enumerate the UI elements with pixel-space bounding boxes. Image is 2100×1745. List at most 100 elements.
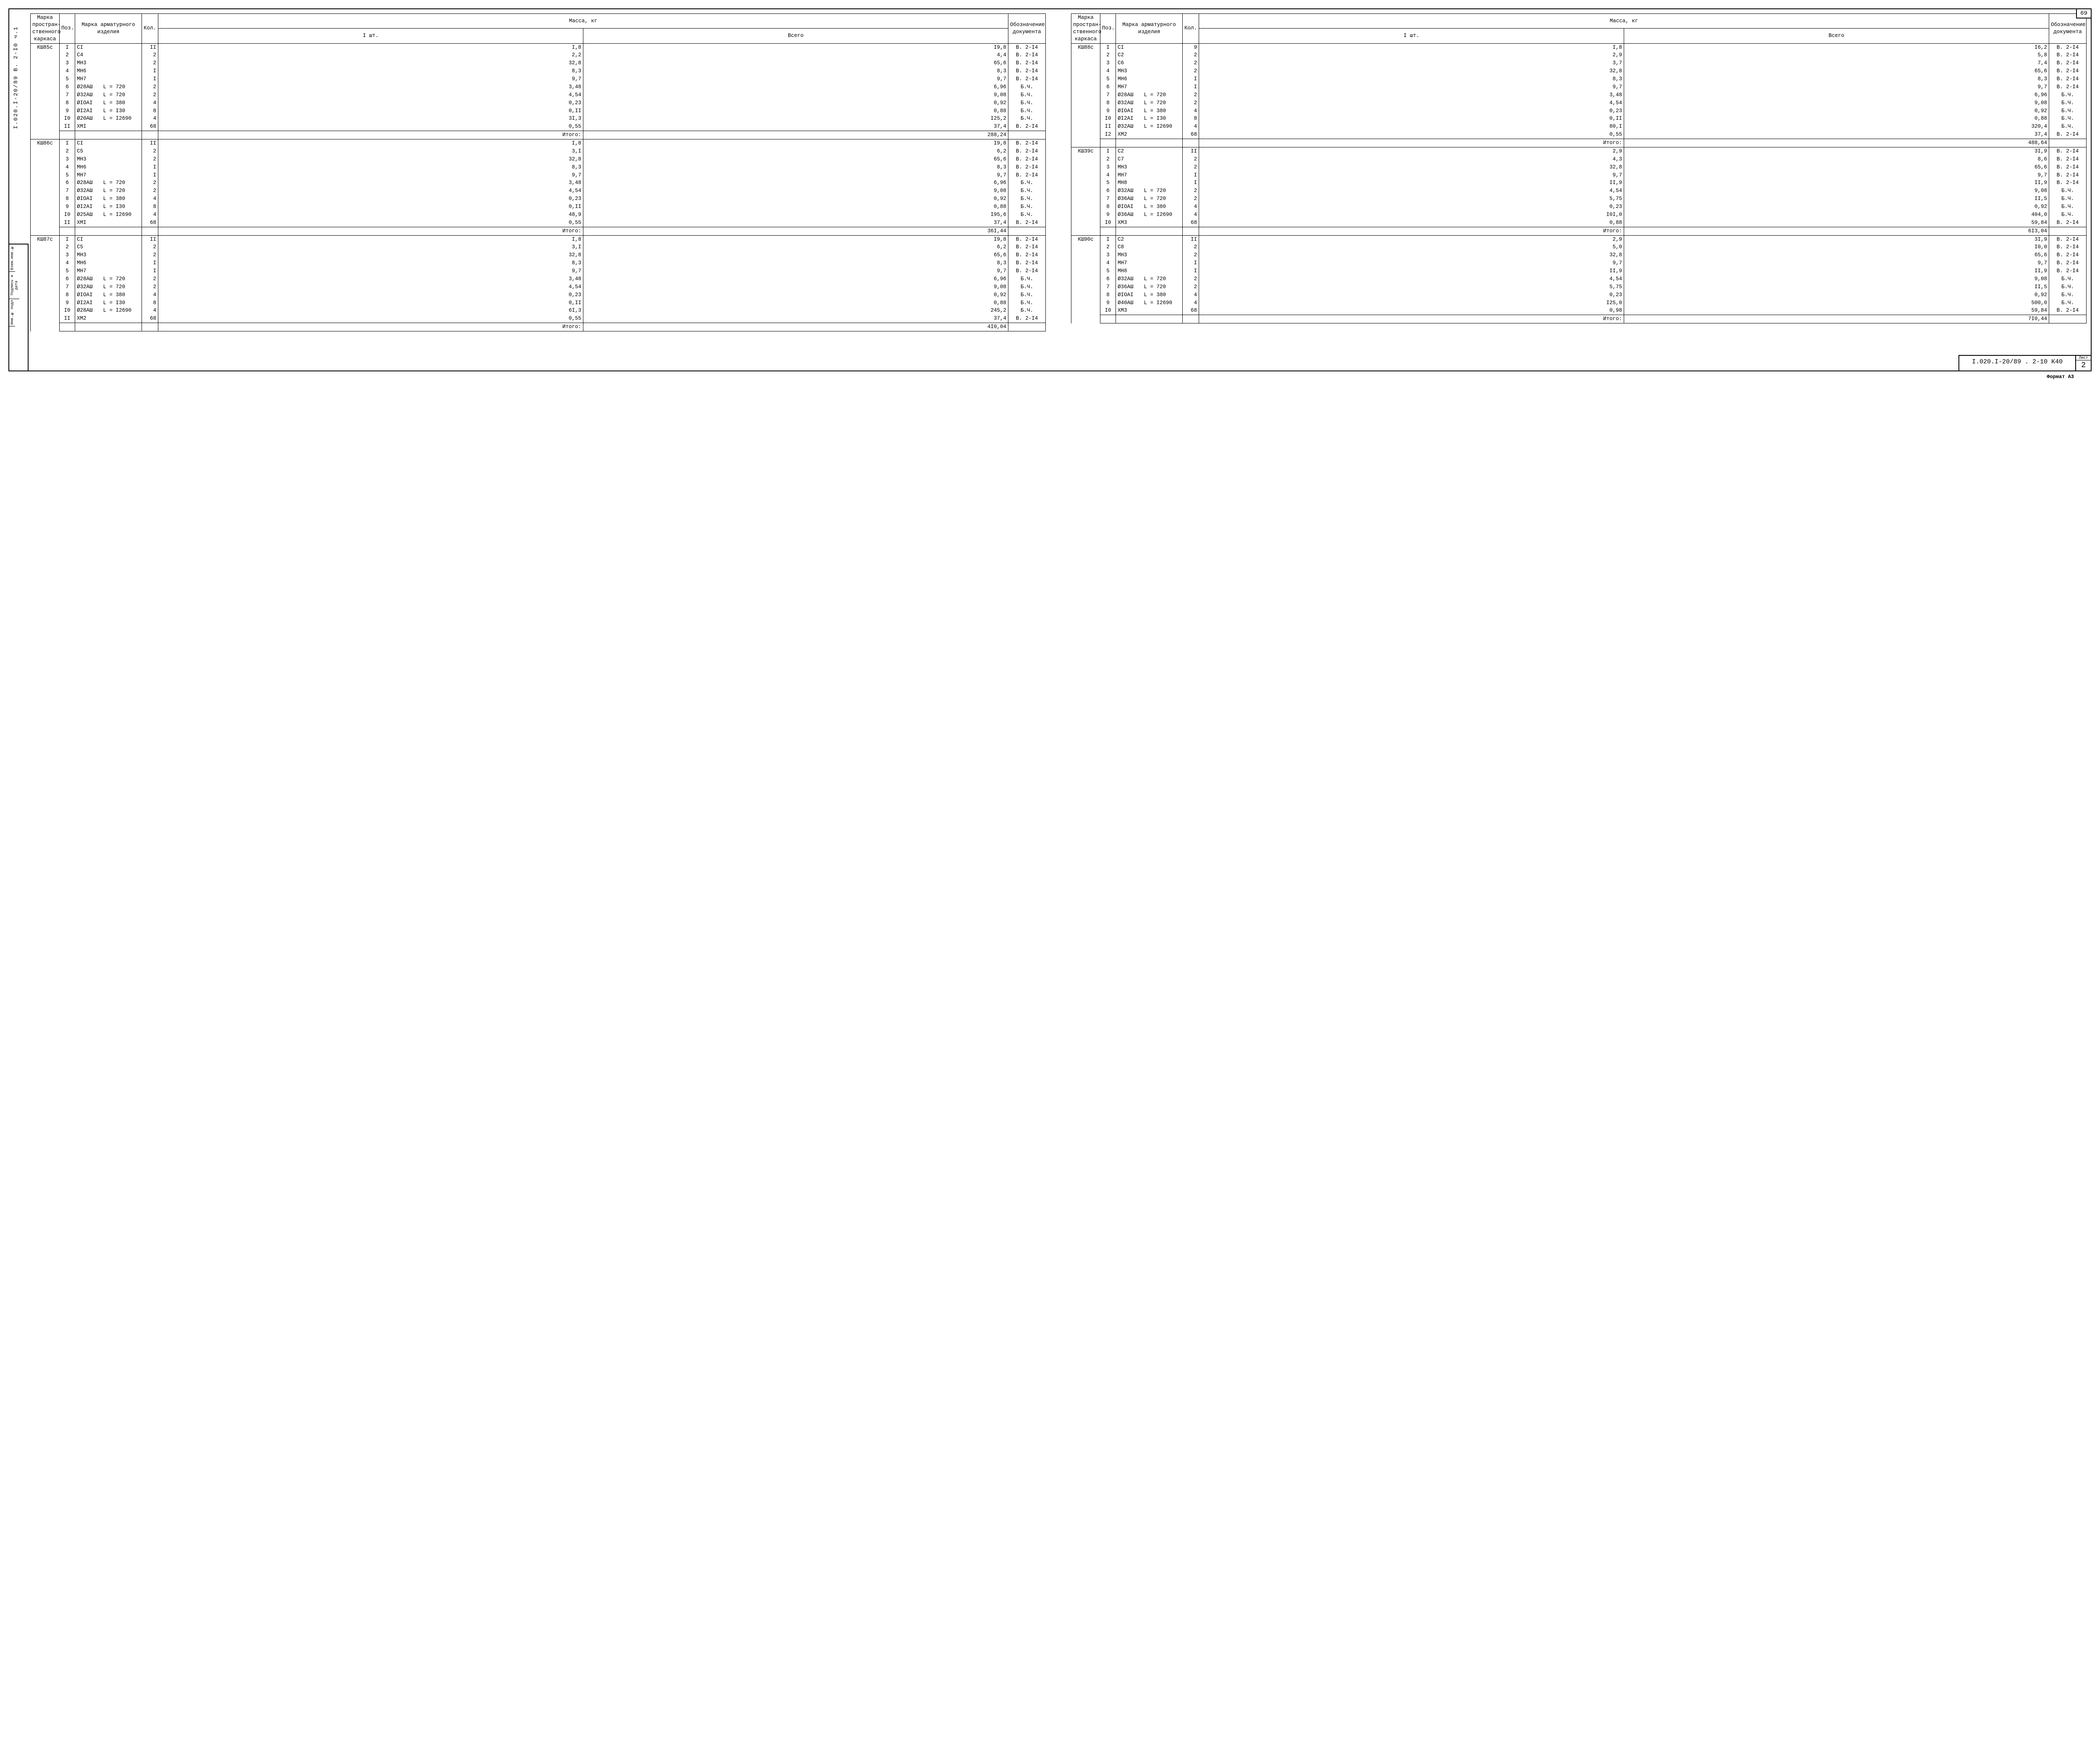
col-mass1: I шт. [1199, 29, 1624, 43]
cell-kol: 2 [142, 275, 158, 283]
cell-doc: Б.Ч. [1008, 99, 1046, 107]
cell-doc: Б.Ч. [1008, 195, 1046, 203]
cell-kol: 8 [1183, 115, 1199, 123]
cell-poz: II [60, 123, 75, 131]
cell-mass1: 3,48 [158, 83, 583, 91]
cell-doc: В. 2-I4 [2049, 43, 2087, 51]
cell-mass1: 0,23 [1199, 203, 1624, 211]
cell-mass1: 2,2 [158, 51, 583, 59]
cell-doc: В. 2-I4 [2049, 219, 2087, 227]
cell-mass2: 37,4 [583, 219, 1008, 227]
table-row: 7Ø32АШ L = 72024,549,08Б.Ч. [31, 283, 1046, 291]
table-row: 3МН3232,865,6В. 2-I4 [1071, 163, 2087, 171]
cell-poz: 8 [60, 291, 75, 299]
cell-arm: ØIOAI L = 380 [1116, 291, 1183, 299]
sheet-number: 2 [2076, 360, 2091, 371]
cell-mass2: 4,4 [583, 51, 1008, 59]
cell-kol: 4 [142, 291, 158, 299]
cell-doc: В. 2-I4 [2049, 75, 2087, 83]
sheet-label: Лист [2076, 356, 2091, 360]
total-row: Итого: 7I0,44 [1071, 315, 2087, 323]
itogo-label: Итого: [158, 227, 583, 235]
cell-mass1: 4,54 [158, 91, 583, 99]
cell-mass1: 9,7 [158, 267, 583, 275]
table-row: 8Ø32АШ L = 72024,549,08Б.Ч. [1071, 99, 2087, 107]
cell-doc: В. 2-I4 [2049, 83, 2087, 91]
cell-mass2: 65,6 [1624, 67, 2049, 75]
cell-kol: 2 [142, 187, 158, 195]
cell-doc: Б.Ч. [1008, 115, 1046, 123]
stamp-label: Взам.инв.№ [9, 244, 15, 272]
cell-kol: 68 [1183, 219, 1199, 227]
drawing-code: I.020.I-20/89 . 2-10 К40 [1959, 356, 2076, 371]
table-row: 5МН8III,9II,9В. 2-I4 [1071, 179, 2087, 187]
table-row: 3МН3232,865,6В. 2-I4 [31, 155, 1046, 163]
cell-kol: 4 [1183, 211, 1199, 219]
cell-kol: I [1183, 171, 1199, 179]
cell-mass2: I95,6 [583, 211, 1008, 219]
table-row: 5МН7I9,79,7В. 2-I4 [31, 267, 1046, 275]
cell-poz: I [60, 43, 75, 51]
marka-cell: КШ85с [31, 43, 60, 139]
table-row: 4МН6I8,38,3В. 2-I4 [31, 67, 1046, 75]
cell-kol: 2 [142, 83, 158, 91]
table-row: 6Ø28АШ L = 72023,486,96Б.Ч. [31, 83, 1046, 91]
cell-arm: ХМ3 [1116, 219, 1183, 227]
cell-arm: CI [75, 235, 142, 243]
cell-doc: Б.Ч. [2049, 115, 2087, 123]
cell-mass1: 0,23 [158, 99, 583, 107]
cell-arm: Ø32АШ L = 720 [1116, 275, 1183, 283]
cell-arm: МН7 [75, 75, 142, 83]
table-row: 8ØIOAI L = 38040,230,92Б.Ч. [31, 291, 1046, 299]
table-row: 6Ø32АШ L = 72024,549,08Б.Ч. [1071, 275, 2087, 283]
cell-doc: Б.Ч. [2049, 187, 2087, 195]
cell-poz: 2 [60, 147, 75, 155]
itogo-value: 36I,44 [583, 227, 1008, 235]
cell-kol: II [142, 139, 158, 147]
revision-stamp-boxes: Взам.инв.№ Подпись и дата Инв.№ подл [8, 244, 29, 371]
cell-mass1: 8,3 [158, 163, 583, 171]
col-mass: Масса, кг [158, 14, 1008, 29]
cell-kol: 9 [1183, 43, 1199, 51]
cell-arm: МН6 [75, 259, 142, 267]
cell-arm: ØI2AI L = I30 [75, 107, 142, 115]
cell-doc: В. 2-I4 [1008, 259, 1046, 267]
cell-poz: I [1100, 147, 1116, 155]
table-row: I0Ø28АШ L = I269046I,3245,2Б.Ч. [31, 307, 1046, 315]
cell-mass1: 5,75 [1199, 195, 1624, 203]
right-column: Марка простран-ственного каркаса Поз. Ма… [1071, 13, 2087, 323]
cell-mass1: 5,0 [1199, 243, 1624, 251]
cell-arm: Ø40АШ L = I2690 [1116, 299, 1183, 307]
cell-mass1: 0,II [158, 203, 583, 211]
cell-mass1: I0I,0 [1199, 211, 1624, 219]
cell-poz: 7 [60, 91, 75, 99]
cell-mass1: 9,7 [1199, 83, 1624, 91]
cell-mass1: II,9 [1199, 267, 1624, 275]
total-row: Итого: 4I0,04 [31, 323, 1046, 331]
cell-arm: С6 [1116, 59, 1183, 67]
cell-mass2: 65,6 [1624, 163, 2049, 171]
cell-mass1: 2,9 [1199, 235, 1624, 243]
col-poz: Поз. [1100, 14, 1116, 44]
table-row: IIХМI680,5537,4В. 2-I4 [31, 123, 1046, 131]
cell-doc: В. 2-I4 [2049, 147, 2087, 155]
table-row: I2ХМ2680,5537,4В. 2-I4 [1071, 131, 2087, 139]
col-mass2: Всего [583, 29, 1008, 43]
cell-kol: 2 [142, 251, 158, 259]
cell-poz: 2 [1100, 155, 1116, 163]
cell-poz: 3 [1100, 251, 1116, 259]
cell-poz: I0 [60, 211, 75, 219]
cell-mass2: II,9 [1624, 179, 2049, 187]
cell-arm: Ø28АШ L = 720 [75, 179, 142, 187]
col-mass: Масса, кг [1199, 14, 2049, 29]
cell-doc: В. 2-I4 [1008, 163, 1046, 171]
table-row: 2С222,95,8В. 2-I4 [1071, 51, 2087, 59]
cell-poz: 9 [60, 299, 75, 307]
cell-arm: CI [1116, 43, 1183, 51]
cell-mass1: II,9 [1199, 179, 1624, 187]
cell-kol: I [142, 163, 158, 171]
table-row: 8ØIOAI L = 38040,230,92Б.Ч. [31, 99, 1046, 107]
cell-arm: ХМI [75, 219, 142, 227]
table-row: 5МН7I9,79,7В. 2-I4 [31, 171, 1046, 179]
table-row: КШ86сICIIII,8I9,8В. 2-I4 [31, 139, 1046, 147]
